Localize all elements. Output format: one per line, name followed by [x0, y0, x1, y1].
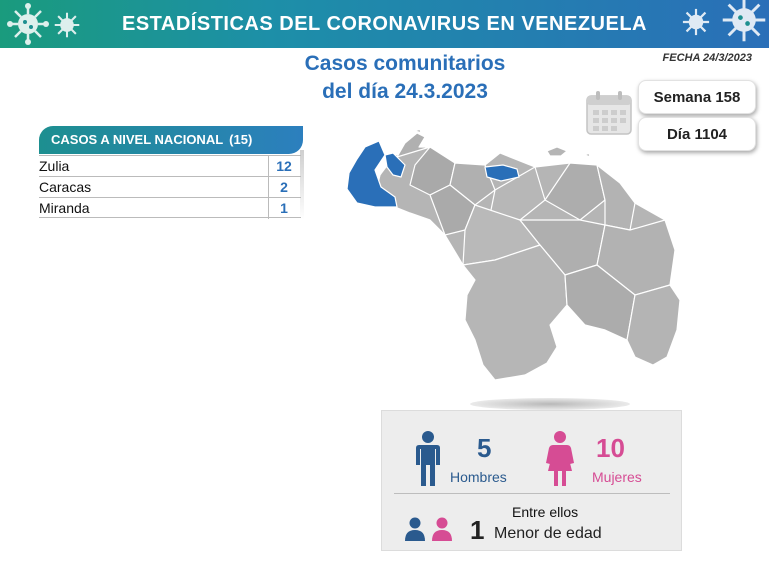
state-count: 12 [276, 158, 292, 174]
divider [268, 156, 269, 177]
venezuela-map [346, 128, 681, 381]
state-name: Zulia [39, 158, 70, 174]
divider [268, 198, 269, 219]
demographics-panel: 5 Hombres 10 Mujeres Entre ellos 1 Menor… [381, 410, 682, 551]
subtitle-line-1: Casos comunitarios [304, 52, 506, 75]
map-region [462, 244, 568, 381]
zulia-region [384, 152, 406, 178]
divider [268, 177, 269, 198]
minor-count: 1 [470, 515, 485, 545]
calendar-icon [586, 91, 632, 135]
national-cases-header: CASOS A NIVEL NACIONAL (15) [39, 126, 303, 154]
stats-shadow [470, 398, 630, 410]
map-region [396, 132, 431, 158]
child-boy-icon [405, 517, 425, 541]
capital-region [484, 164, 520, 182]
page-title: ESTADÍSTICAS DEL CORONAVIRUS EN VENEZUEL… [122, 13, 647, 35]
women-count: 10 [596, 433, 625, 463]
table-row: Miranda 1 [39, 197, 301, 219]
men-label: Hombres [450, 469, 507, 485]
men-count: 5 [477, 433, 492, 463]
subtitle-line-2: del día 24.3.2023 [322, 80, 488, 103]
table-row: Caracas 2 [39, 176, 301, 198]
woman-icon [546, 431, 574, 486]
stats-divider [394, 493, 670, 494]
national-cases-label: CASOS A NIVEL NACIONAL [51, 132, 224, 147]
minor-label: Menor de edad [494, 525, 602, 542]
date-label: FECHA 24/3/2023 [662, 52, 752, 64]
state-count: 1 [280, 200, 288, 216]
among-them-label: Entre ellos [512, 504, 579, 520]
map-region [414, 128, 422, 134]
state-name: Caracas [39, 179, 92, 195]
table-row: Zulia 12 [39, 155, 301, 177]
table-shadow [300, 150, 304, 220]
women-label: Mujeres [592, 469, 642, 485]
state-name: Miranda [39, 200, 90, 216]
virus-icon [54, 12, 80, 38]
map-region [626, 284, 681, 366]
week-badge: Semana 158 [638, 80, 756, 114]
state-count: 2 [280, 179, 288, 195]
subtitle: Casos comunitarios del día 24.3.2023 [255, 50, 555, 106]
virus-icon [682, 8, 710, 36]
day-badge: Día 1104 [638, 117, 756, 151]
man-icon [416, 431, 440, 486]
map-region [584, 152, 591, 158]
map-region [546, 146, 568, 157]
map-region [564, 264, 636, 341]
national-cases-total: (15) [229, 132, 253, 147]
virus-icon [722, 0, 766, 42]
child-girl-icon [432, 517, 452, 541]
map-region [449, 162, 496, 206]
virus-icon [7, 3, 49, 45]
header-banner: ESTADÍSTICAS DEL CORONAVIRUS EN VENEZUEL… [0, 0, 769, 48]
